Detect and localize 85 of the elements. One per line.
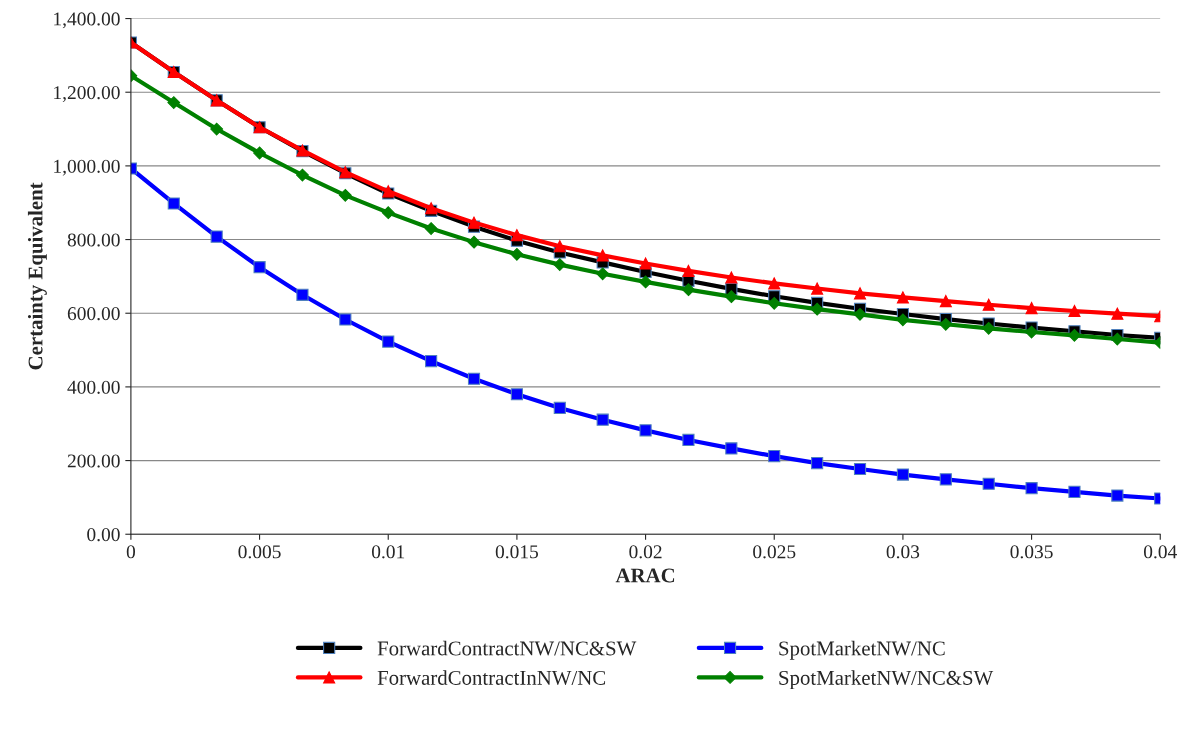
point [553, 258, 567, 272]
y-tick-label: 200.00 [67, 454, 120, 468]
x-tick-label: 0.005 [238, 545, 281, 559]
point [810, 302, 824, 316]
point [1111, 489, 1124, 502]
point [553, 401, 566, 414]
point [381, 206, 395, 220]
point [896, 468, 909, 481]
point [939, 295, 952, 308]
point [1068, 485, 1081, 498]
point [338, 188, 352, 202]
x-tick-label: 0.04 [1143, 545, 1177, 559]
point [982, 298, 995, 311]
point [853, 287, 867, 300]
point [768, 450, 781, 463]
legend-label: SpotMarketNW/NC&SW [779, 670, 994, 690]
point [982, 477, 995, 490]
point [1068, 328, 1081, 342]
legend-label: ForwardContractNW/NC&SW [377, 640, 637, 656]
x-tick-label: 0.03 [886, 545, 920, 559]
point [1025, 325, 1038, 339]
point [982, 321, 996, 335]
point [467, 216, 481, 229]
point [296, 168, 309, 182]
point [253, 146, 266, 160]
point [1025, 482, 1038, 495]
y-axis-title: Certainty Equivalent [27, 182, 47, 370]
y-tick-label: 400.00 [67, 380, 120, 394]
point [639, 275, 652, 289]
point [382, 335, 395, 348]
x-tick-label: 0 [126, 545, 136, 559]
point [167, 197, 180, 210]
y-tick-label: 800.00 [67, 233, 120, 247]
point [639, 424, 652, 437]
point [682, 264, 695, 277]
point [767, 296, 781, 310]
point [1110, 332, 1124, 346]
point [210, 230, 223, 243]
point [467, 372, 481, 385]
point [424, 222, 438, 235]
point [253, 261, 266, 274]
point [596, 267, 610, 281]
x-tick-label: 0.035 [1010, 545, 1053, 559]
point [467, 235, 481, 249]
point [724, 290, 738, 304]
point [725, 271, 738, 284]
x-axis-title: ARAC [615, 568, 675, 583]
point [1111, 307, 1124, 320]
point [210, 122, 224, 136]
x-tick-label: 0.015 [495, 545, 539, 559]
x-tick-label: 0.02 [629, 545, 662, 559]
point [596, 413, 609, 426]
point [553, 240, 566, 253]
point [296, 288, 309, 301]
point [768, 277, 781, 290]
point [939, 473, 952, 486]
point [939, 317, 953, 331]
point [639, 257, 652, 270]
point [896, 313, 910, 327]
point [1025, 302, 1038, 315]
y-tick-label: 1,400.00 [54, 12, 120, 29]
point [510, 247, 524, 261]
y-tick-label: 600.00 [67, 307, 120, 321]
x-tick-label: 0.01 [371, 545, 405, 559]
point [725, 442, 738, 455]
point [811, 282, 824, 295]
point [339, 313, 352, 326]
legend-label: ForwardContractInNW/NC [377, 670, 606, 685]
point [853, 307, 867, 321]
x-tick-label: 0.025 [753, 545, 796, 559]
point [682, 433, 695, 447]
point [596, 249, 609, 262]
point [510, 388, 523, 401]
y-tick-label: 0.00 [87, 528, 120, 542]
point [1068, 304, 1081, 318]
point [425, 355, 438, 368]
point [896, 291, 909, 304]
y-tick-label: 1,200.00 [54, 86, 120, 102]
point [167, 96, 181, 109]
point [510, 229, 523, 242]
y-tick-label: 1,000.00 [54, 159, 120, 176]
point [682, 283, 695, 297]
point [811, 457, 824, 470]
legend-label: SpotMarketNW/NC [779, 640, 945, 660]
point [853, 462, 867, 476]
